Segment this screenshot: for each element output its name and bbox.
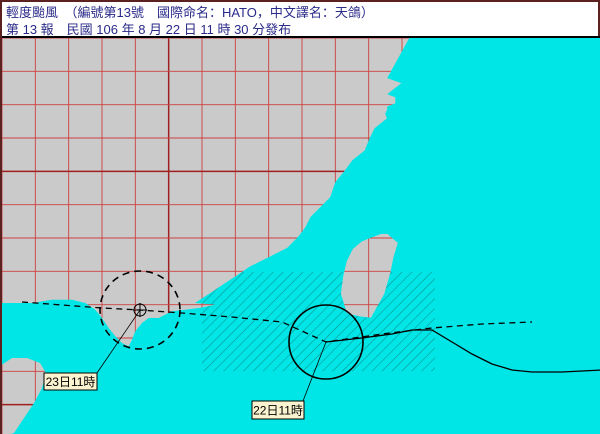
svg-text:22日11時: 22日11時 [253, 404, 303, 418]
svg-text:23日11時: 23日11時 [46, 375, 96, 389]
